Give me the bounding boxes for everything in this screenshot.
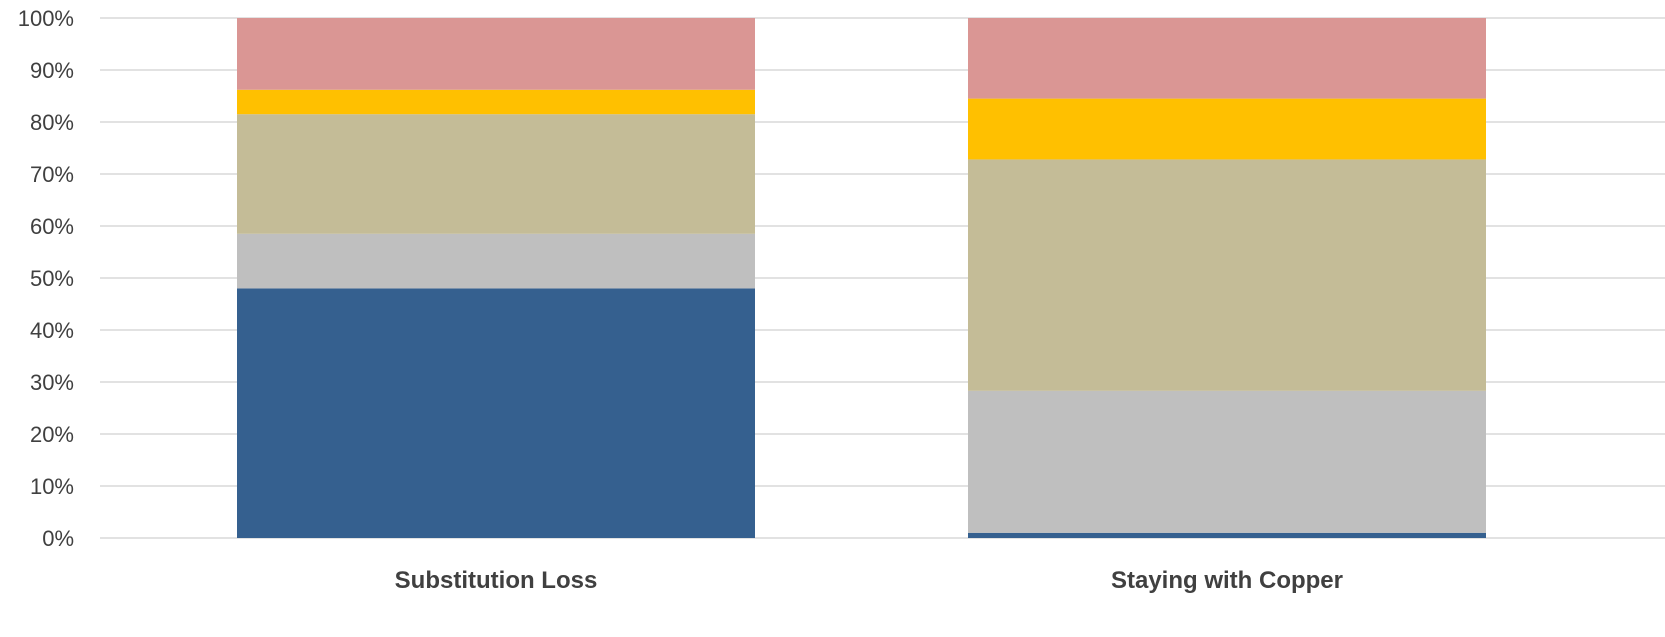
bar-segment-1-staying-with-copper xyxy=(968,532,1486,538)
x-axis-categories: Substitution Loss Staying with Copper xyxy=(395,567,1343,594)
bar-segment-3-staying-with-copper xyxy=(968,159,1486,391)
bar-segment-5-staying-with-copper xyxy=(968,18,1486,99)
y-axis-ticks: 0% 10% 20% 30% 40% 50% 60% 70% 80% 90% 100% xyxy=(18,6,74,551)
x-category-label: Substitution Loss xyxy=(395,567,598,594)
bar-segment-5-substitution-loss xyxy=(237,18,755,90)
bar-segment-4-substitution-loss xyxy=(237,89,755,115)
y-tick-label: 0% xyxy=(42,526,74,551)
y-tick-label: 60% xyxy=(30,214,74,239)
y-tick-label: 20% xyxy=(30,422,74,447)
bars xyxy=(237,18,1486,538)
y-tick-label: 40% xyxy=(30,318,74,343)
y-tick-label: 10% xyxy=(30,474,74,499)
y-tick-label: 100% xyxy=(18,6,74,31)
y-tick-label: 90% xyxy=(30,58,74,83)
y-tick-label: 80% xyxy=(30,110,74,135)
y-tick-label: 50% xyxy=(30,266,74,291)
bar-segment-2-staying-with-copper xyxy=(968,390,1486,533)
bar-segment-2-substitution-loss xyxy=(237,233,755,289)
y-tick-label: 30% xyxy=(30,370,74,395)
x-category-label: Staying with Copper xyxy=(1111,567,1343,594)
bar-segment-4-staying-with-copper xyxy=(968,98,1486,160)
bar-segment-1-substitution-loss xyxy=(237,288,755,538)
y-tick-label: 70% xyxy=(30,162,74,187)
bar-segment-3-substitution-loss xyxy=(237,114,755,234)
